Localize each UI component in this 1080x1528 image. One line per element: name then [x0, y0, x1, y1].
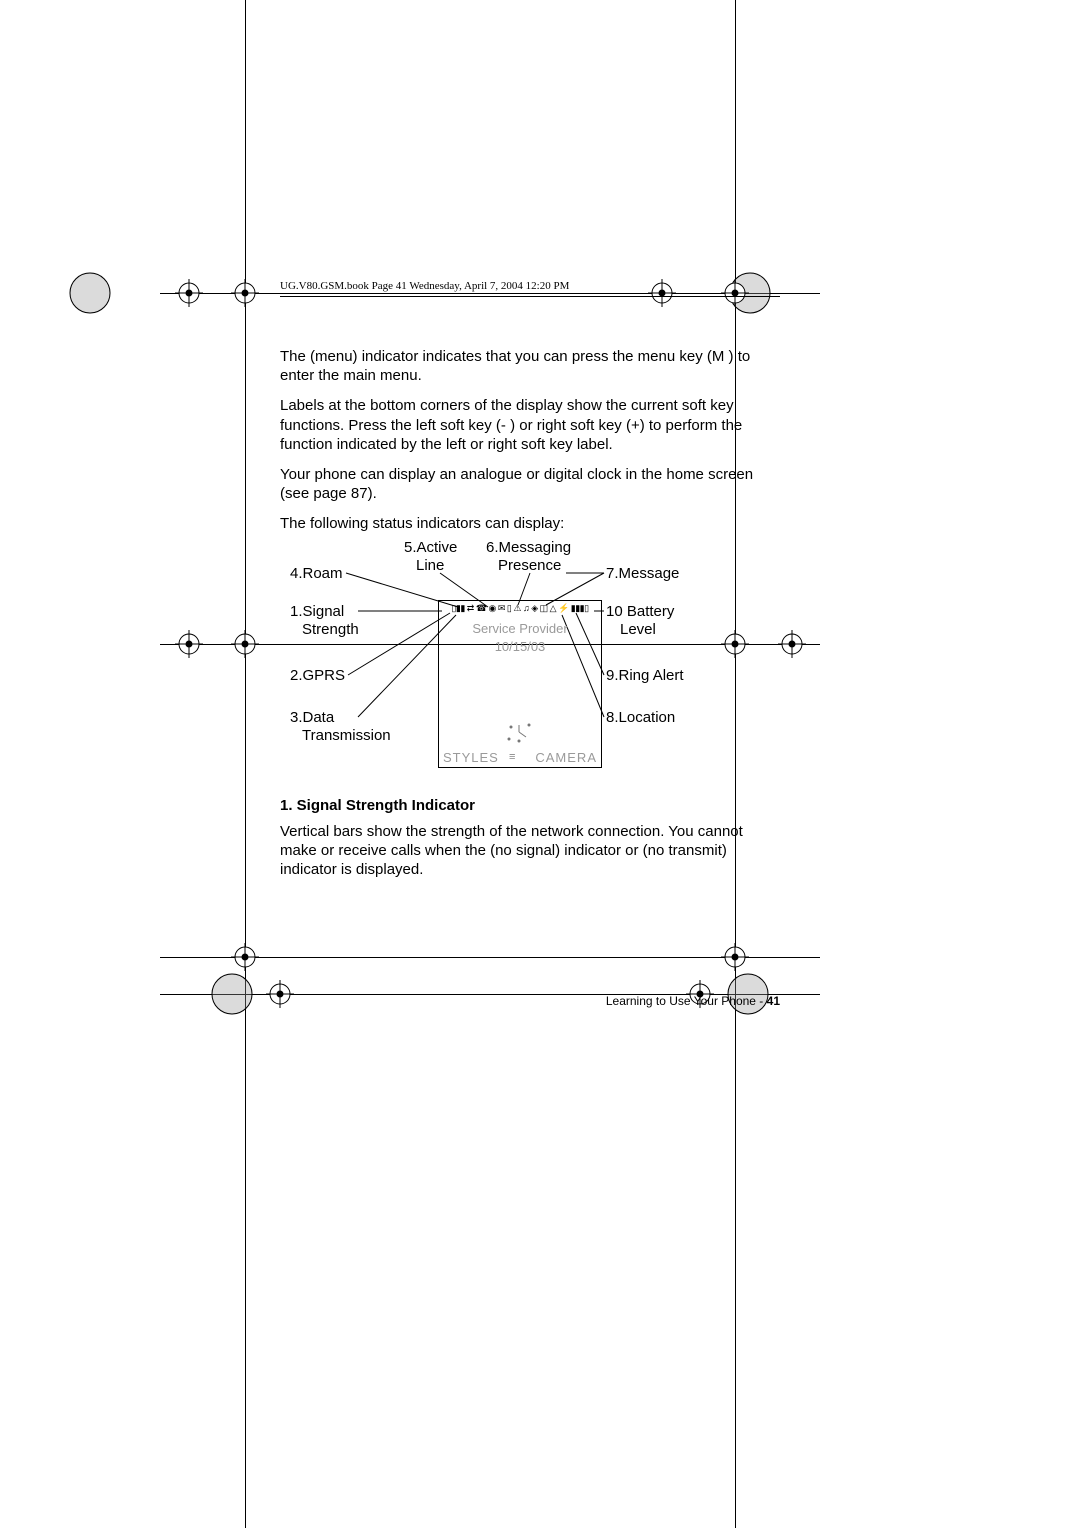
section-title: 1. Signal Strength Indicator — [280, 797, 780, 814]
book-header: UG.V80.GSM.book Page 41 Wednesday, April… — [280, 280, 780, 297]
phone-screen: ▯▮▮ ⇄ ☎ ◉ ✉ ▯ ⚠ ♫ ◈ ◫ △ ⚡ ▮▮▮▯ Service P… — [438, 600, 602, 768]
status-diagram: 4.Roam 1.Signal Strength 2.GPRS 3.Data T… — [290, 545, 750, 775]
footer-page: 41 — [767, 994, 780, 1008]
softkey-left: STYLES — [443, 750, 499, 765]
crop-vertical-left — [245, 0, 246, 1528]
softkey-right: CAMERA — [535, 750, 597, 765]
footer-text: Learning to Use Your Phone - — [606, 994, 767, 1008]
date-label: 10/15/03 — [439, 639, 601, 654]
paragraph-3: Your phone can display an analogue or di… — [280, 465, 780, 503]
paragraph-1: The (menu) indicator indicates that you … — [280, 347, 780, 385]
paragraph-2: Labels at the bottom corners of the disp… — [280, 396, 780, 454]
menu-icon: ≡ — [509, 751, 515, 763]
paragraph-4: The following status indicators can disp… — [280, 514, 780, 533]
clock-icon — [504, 719, 534, 745]
provider-label: Service Provider — [439, 621, 601, 636]
paragraph-5: Vertical bars show the strength of the n… — [280, 822, 780, 880]
page-content: UG.V80.GSM.book Page 41 Wednesday, April… — [280, 280, 780, 1008]
statusbar-icons: ▯▮▮ ⇄ ☎ ◉ ✉ ▯ ⚠ ♫ ◈ ◫ △ ⚡ ▮▮▮▯ — [439, 603, 601, 617]
footer: Learning to Use Your Phone - 41 — [280, 994, 780, 1008]
